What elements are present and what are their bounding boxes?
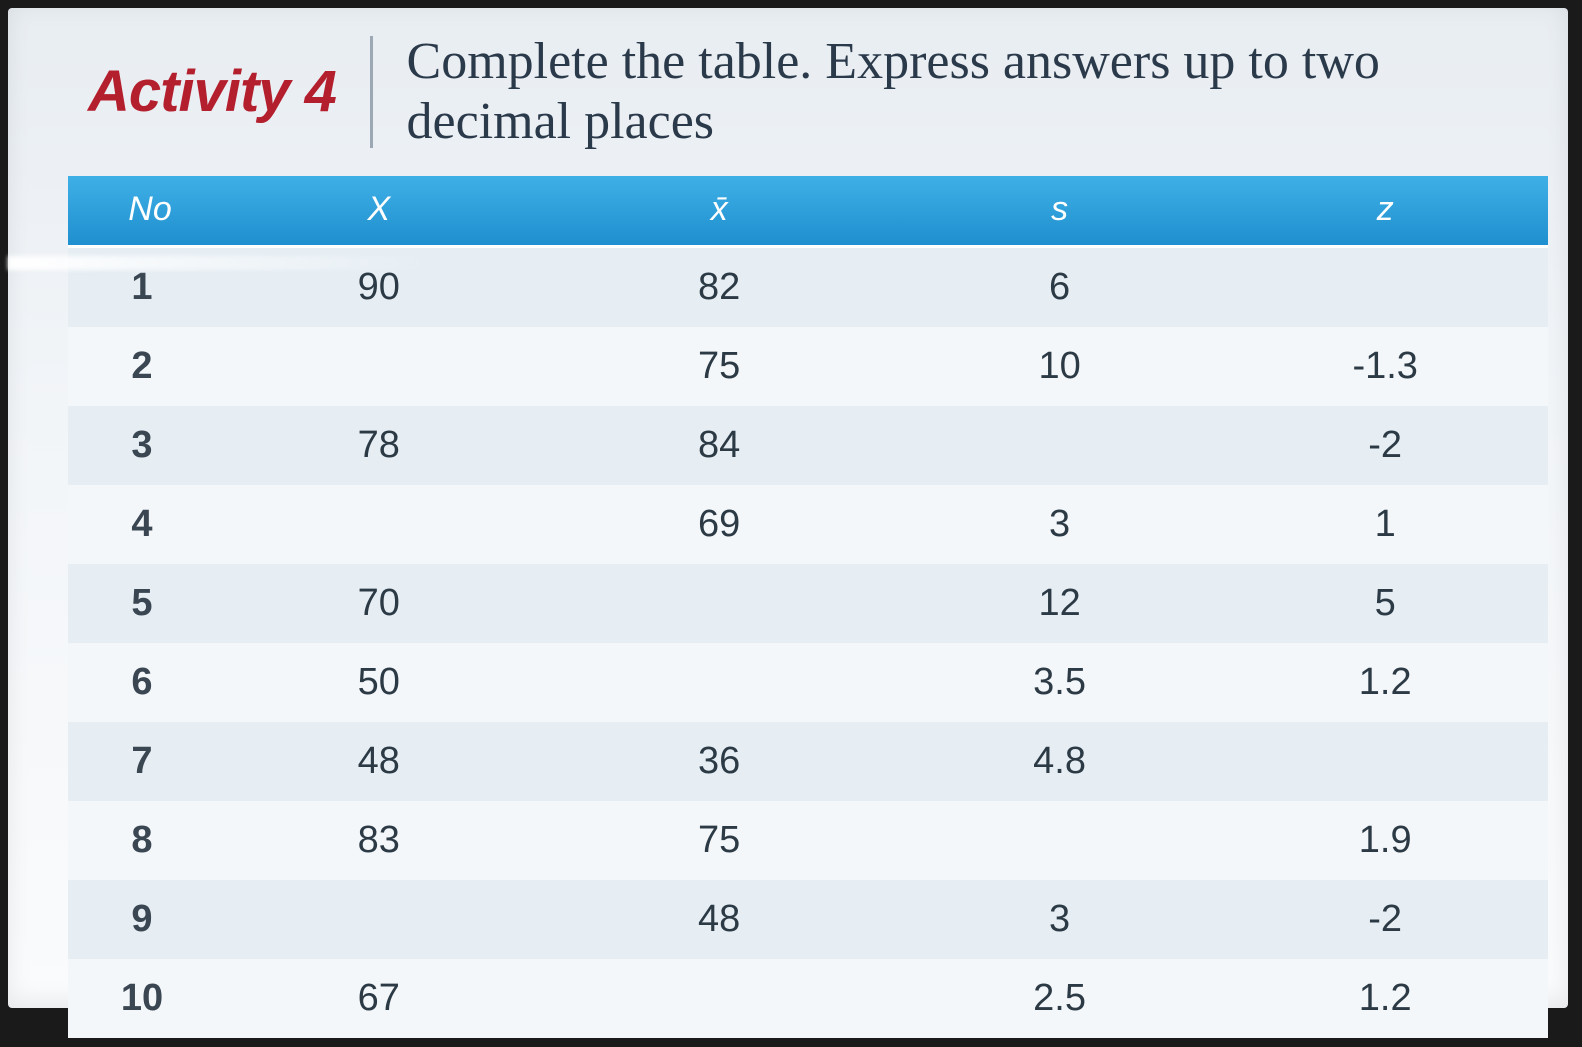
table-row: 190826: [68, 246, 1548, 327]
instruction-text: Complete the table. Express answers up t…: [407, 32, 1548, 152]
cell-xbar: [542, 564, 897, 643]
cell-x: 70: [216, 564, 542, 643]
cell-no: 7: [68, 722, 216, 801]
cell-z: 1.9: [1222, 801, 1548, 880]
cell-no: 8: [68, 801, 216, 880]
cell-xbar: 48: [542, 880, 897, 959]
col-header-s: s: [897, 176, 1223, 247]
cell-z: -1.3: [1222, 327, 1548, 406]
table-row: 570125: [68, 564, 1548, 643]
cell-x: 50: [216, 643, 542, 722]
table-row: 88375 1.9: [68, 801, 1548, 880]
cell-no: 9: [68, 880, 216, 959]
cell-z: 5: [1222, 564, 1548, 643]
table-row: 2 7510-1.3: [68, 327, 1548, 406]
table-row: 650 3.51.2: [68, 643, 1548, 722]
cell-z: -2: [1222, 880, 1548, 959]
cell-xbar: 69: [542, 485, 897, 564]
cell-z: 1: [1222, 485, 1548, 564]
cell-s: 3.5: [897, 643, 1223, 722]
table-row: 9 483-2: [68, 880, 1548, 959]
header-row: Activity 4 Complete the table. Express a…: [68, 32, 1548, 152]
cell-s: 3: [897, 485, 1223, 564]
cell-s: [897, 801, 1223, 880]
slide: Activity 4 Complete the table. Express a…: [8, 8, 1568, 1008]
cell-xbar: 82: [542, 246, 897, 327]
cell-xbar: 84: [542, 406, 897, 485]
cell-no: 1: [68, 246, 216, 327]
cell-no: 6: [68, 643, 216, 722]
cell-xbar: 75: [542, 801, 897, 880]
cell-z: 1.2: [1222, 643, 1548, 722]
cell-z: 1.2: [1222, 959, 1548, 1038]
cell-no: 10: [68, 959, 216, 1038]
cell-xbar: [542, 643, 897, 722]
cell-x: [216, 485, 542, 564]
activity-title: Activity 4: [68, 58, 336, 125]
cell-no: 3: [68, 406, 216, 485]
table-body: 19082627510-1.337884-2469315701256503.51…: [68, 246, 1548, 1038]
cell-s: 12: [897, 564, 1223, 643]
cell-s: 6: [897, 246, 1223, 327]
col-header-z: z: [1222, 176, 1548, 247]
cell-x: 90: [216, 246, 542, 327]
col-header-xbar: x̄: [542, 176, 897, 247]
cell-x: 83: [216, 801, 542, 880]
cell-no: 5: [68, 564, 216, 643]
table-row: 37884 -2: [68, 406, 1548, 485]
cell-s: [897, 406, 1223, 485]
cell-s: 4.8: [897, 722, 1223, 801]
cell-xbar: 75: [542, 327, 897, 406]
cell-x: [216, 880, 542, 959]
cell-s: 2.5: [897, 959, 1223, 1038]
cell-s: 10: [897, 327, 1223, 406]
col-header-x: X: [216, 176, 542, 247]
cell-x: 78: [216, 406, 542, 485]
table-row: 748364.8: [68, 722, 1548, 801]
cell-xbar: 36: [542, 722, 897, 801]
data-table: No X x̄ s z 19082627510-1.337884-2469315…: [68, 176, 1548, 1038]
cell-no: 4: [68, 485, 216, 564]
cell-x: [216, 327, 542, 406]
col-header-no: No: [68, 176, 216, 247]
cell-x: 48: [216, 722, 542, 801]
cell-xbar: [542, 959, 897, 1038]
cell-no: 2: [68, 327, 216, 406]
header-divider: [370, 36, 373, 148]
cell-z: [1222, 246, 1548, 327]
cell-x: 67: [216, 959, 542, 1038]
cell-s: 3: [897, 880, 1223, 959]
table-row: 4 6931: [68, 485, 1548, 564]
cell-z: -2: [1222, 406, 1548, 485]
table-header-row: No X x̄ s z: [68, 176, 1548, 247]
cell-z: [1222, 722, 1548, 801]
table-row: 1067 2.51.2: [68, 959, 1548, 1038]
